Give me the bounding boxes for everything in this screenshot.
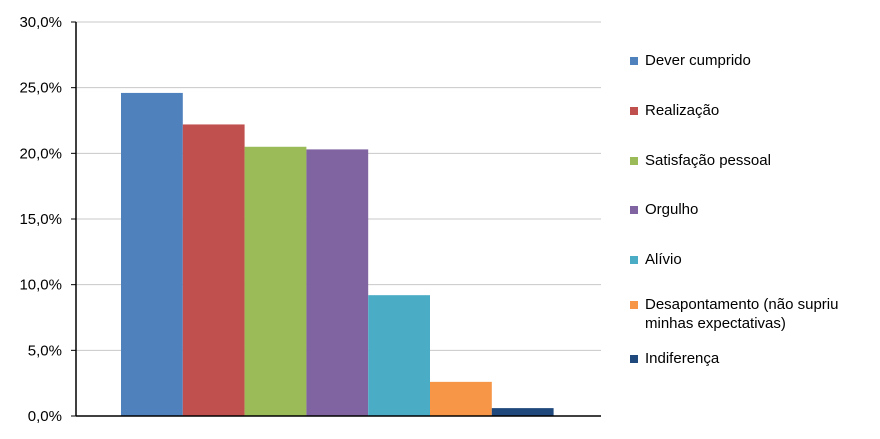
bars	[121, 92, 554, 417]
bar-1	[121, 92, 183, 417]
y-tick-label: 20,0%	[19, 145, 62, 162]
legend-label: Dever cumprido	[645, 52, 751, 69]
y-tick-label: 15,0%	[19, 211, 62, 228]
legend-swatch	[630, 57, 638, 65]
legend-label: Alívio	[645, 251, 682, 268]
legend-item: Orgulho	[630, 200, 875, 219]
legend-swatch	[630, 157, 638, 165]
legend-item: Realização	[630, 101, 875, 120]
legend-swatch	[630, 355, 638, 363]
legend-label: Indiferença	[645, 350, 720, 367]
y-axis-tick-labels: 0,0% 5,0% 10,0% 15,0% 20,0% 25,0% 30,0%	[19, 14, 76, 425]
bar-6	[430, 381, 492, 416]
legend-item: Alívio	[630, 250, 875, 269]
legend-swatch	[630, 256, 638, 264]
bar-7	[491, 408, 554, 416]
legend-label: Orgulho	[645, 201, 699, 218]
legend-swatch	[630, 206, 638, 214]
legend-swatch	[630, 301, 638, 309]
bar-4	[306, 149, 369, 417]
bar-2	[182, 124, 245, 416]
legend-swatch	[630, 107, 638, 115]
legend-label: Satisfação pessoal	[645, 152, 771, 169]
legend-label: Desapontamento (não supriu minhas expect…	[645, 296, 839, 332]
legend-item: Desapontamento (não supriu minhas expect…	[630, 295, 875, 333]
legend-item: Dever cumprido	[630, 51, 875, 70]
y-tick-label: 5,0%	[28, 342, 62, 359]
y-tick-label: 10,0%	[19, 277, 62, 294]
legend-item: Satisfação pessoal	[630, 151, 875, 170]
y-tick-label: 0,0%	[28, 408, 62, 425]
bar-3	[244, 146, 307, 416]
y-tick-label: 25,0%	[19, 80, 62, 97]
legend-label: Realização	[645, 102, 720, 119]
legend-item: Indiferença	[630, 349, 875, 368]
y-tick-label: 30,0%	[19, 14, 62, 31]
bar-5	[368, 295, 430, 416]
